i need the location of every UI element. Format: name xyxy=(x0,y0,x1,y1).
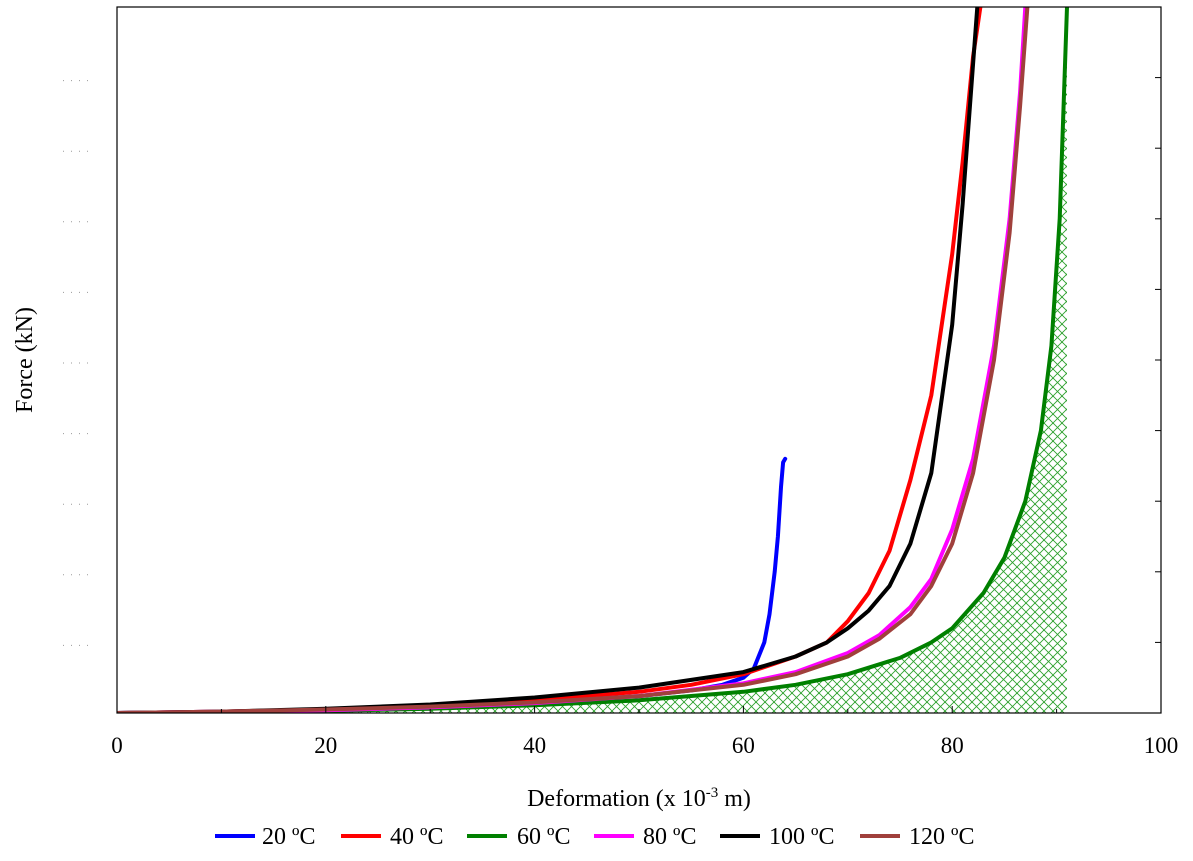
legend-label-40-c: 40 ºC xyxy=(390,824,443,850)
x-axis-title: Deformation (x 10-3 m) xyxy=(527,785,751,812)
series-line-100-c xyxy=(117,7,980,713)
series-layer xyxy=(117,7,1069,713)
x-tick-label: 0 xyxy=(111,733,123,758)
x-tick-label: 100 xyxy=(1144,733,1179,758)
series-line-60-c xyxy=(117,7,1069,713)
series-line-20-c xyxy=(117,456,788,713)
series-line-40-c xyxy=(117,7,983,713)
legend-label-20-c: 20 ºC xyxy=(262,824,315,850)
x-tick-label: 60 xyxy=(732,733,755,758)
x-axis-title-exponent: -3 xyxy=(706,785,719,801)
y-axis-title: Force (kN) xyxy=(12,307,38,413)
x-tick-label: 80 xyxy=(941,733,964,758)
legend-label-80-c: 80 ºC xyxy=(643,824,696,850)
hatched-area xyxy=(117,7,1067,713)
x-tick-label: 20 xyxy=(314,733,337,758)
legend-label-60-c: 60 ºC xyxy=(517,824,570,850)
legend-label-120-c: 120 ºC xyxy=(909,824,974,850)
series-line-120-c xyxy=(117,7,1030,713)
x-axis: 0 20 40 60 80 100 xyxy=(111,706,1178,758)
x-tick-label: 40 xyxy=(523,733,546,758)
legend: 20 ºC 40 ºC 60 ºC 80 ºC 100 ºC 120 ºC xyxy=(215,824,974,850)
y-axis xyxy=(63,6,1161,714)
legend-label-100-c: 100 ºC xyxy=(769,824,834,850)
hatched-area-layer xyxy=(117,7,1067,713)
series-line-80-c xyxy=(117,7,1028,713)
